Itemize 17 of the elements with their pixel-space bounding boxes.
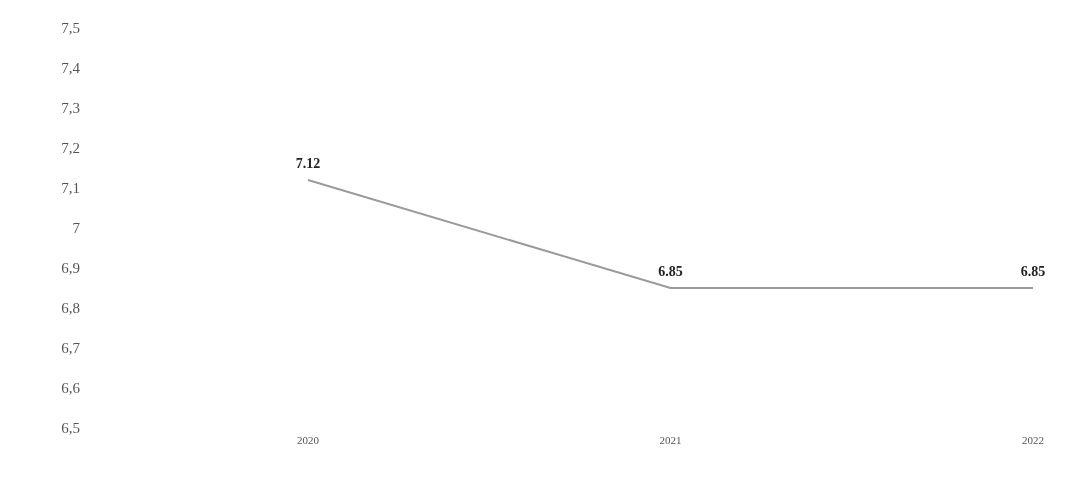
data-label: 7.12 [295,156,321,171]
data-label: 6.85 [1020,264,1046,279]
y-tick-label: 7,4 [61,60,81,77]
x-tick-label: 2021 [659,433,682,446]
y-tick-label: 7,1 [61,180,80,197]
y-tick-label: 7 [72,220,81,237]
y-tick-label: 7,3 [61,100,80,117]
y-tick-label: 6,9 [61,260,80,277]
data-label: 6.85 [658,264,683,279]
y-tick-label: 7,2 [61,140,80,157]
y-tick-label: 7,5 [61,20,80,37]
y-tick-label: 6,6 [61,380,81,397]
x-tick-label: 2022 [1022,433,1044,446]
x-tick-label: 2020 [297,433,320,446]
y-tick-label: 6,5 [61,420,80,437]
y-tick-label: 6,8 [61,300,80,317]
y-tick-label: 6,7 [61,340,81,357]
